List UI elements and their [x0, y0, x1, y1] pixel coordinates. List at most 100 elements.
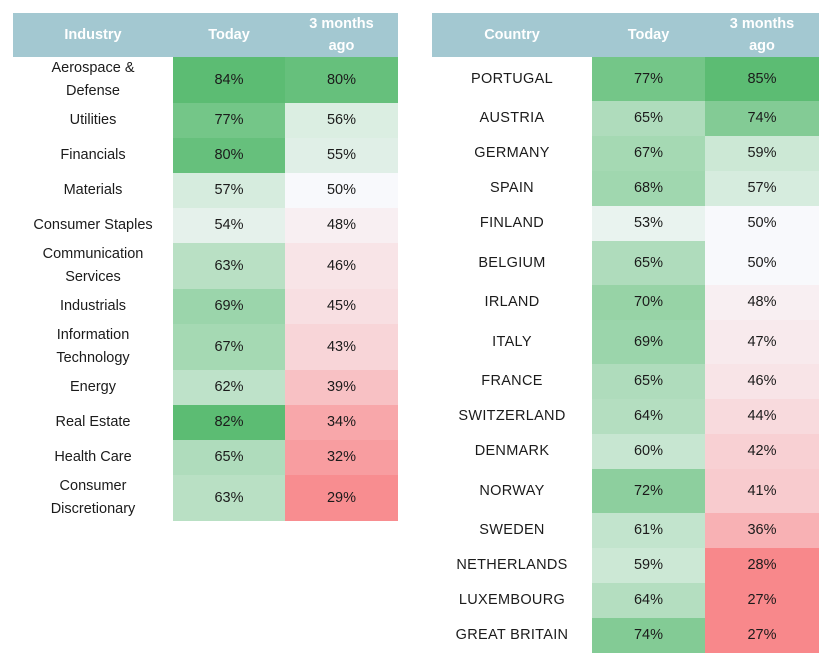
country-label: LUXEMBOURG — [432, 583, 592, 618]
industry-label: Communication Services — [13, 243, 173, 289]
country-table: Country Today 3 months ago PORTUGAL 77% 85… — [432, 13, 819, 653]
industry-row: Energy 62% 39% — [13, 370, 398, 405]
today-value-cell: 67% — [592, 136, 705, 171]
country-row: ITALY 69% 47% — [432, 320, 819, 364]
today-value-cell: 62% — [173, 370, 285, 405]
industry-row: Utilities 77% 56% — [13, 103, 398, 138]
three-months-ago-value-cell: 48% — [285, 208, 398, 243]
industry-label: Utilities — [13, 103, 173, 138]
three-months-ago-value-cell: 50% — [705, 206, 819, 241]
country-row: NORWAY 72% 41% — [432, 469, 819, 513]
industry-row: Health Care 65% 32% — [13, 440, 398, 475]
today-value-cell: 69% — [592, 320, 705, 364]
country-row: BELGIUM 65% 50% — [432, 241, 819, 285]
today-value-cell: 60% — [592, 434, 705, 469]
country-label: ITALY — [432, 320, 592, 364]
country-label: FRANCE — [432, 364, 592, 399]
three-months-ago-value-cell: 47% — [705, 320, 819, 364]
country-row: LUXEMBOURG 64% 27% — [432, 583, 819, 618]
three-months-ago-header: 3 months ago — [285, 13, 398, 57]
three-months-ago-value-cell: 28% — [705, 548, 819, 583]
today-header: Today — [173, 13, 285, 57]
three-months-ago-value-cell: 57% — [705, 171, 819, 206]
country-row: SPAIN 68% 57% — [432, 171, 819, 206]
industry-row: Industrials 69% 45% — [13, 289, 398, 324]
country-row: NETHERLANDS 59% 28% — [432, 548, 819, 583]
industry-label: Health Care — [13, 440, 173, 475]
three-months-ago-value-cell: 27% — [705, 618, 819, 653]
three-months-ago-value-cell: 50% — [705, 241, 819, 285]
country-row: PORTUGAL 77% 85% — [432, 57, 819, 101]
country-label: SPAIN — [432, 171, 592, 206]
three-months-ago-value-cell: 41% — [705, 469, 819, 513]
country-header: Country — [432, 13, 592, 57]
today-value-cell: 57% — [173, 173, 285, 208]
industry-label: Consumer Discretionary — [13, 475, 173, 521]
industry-label: Industrials — [13, 289, 173, 324]
three-months-ago-value-cell: 29% — [285, 475, 398, 521]
industry-row: Financials 80% 55% — [13, 138, 398, 173]
country-label: SWITZERLAND — [432, 399, 592, 434]
country-label: BELGIUM — [432, 241, 592, 285]
industry-row: Information Technology 67% 43% — [13, 324, 398, 370]
country-row: SWITZERLAND 64% 44% — [432, 399, 819, 434]
three-months-ago-value-cell: 44% — [705, 399, 819, 434]
today-value-cell: 65% — [592, 241, 705, 285]
country-label: SWEDEN — [432, 513, 592, 548]
three-months-ago-value-cell: 56% — [285, 103, 398, 138]
country-label: PORTUGAL — [432, 57, 592, 101]
today-value-cell: 69% — [173, 289, 285, 324]
industry-row: Consumer Staples 54% 48% — [13, 208, 398, 243]
three-months-ago-value-cell: 48% — [705, 285, 819, 320]
industry-row: Materials 57% 50% — [13, 173, 398, 208]
industry-header: Industry — [13, 13, 173, 57]
today-value-cell: 70% — [592, 285, 705, 320]
country-row: GERMANY 67% 59% — [432, 136, 819, 171]
today-value-cell: 64% — [592, 583, 705, 618]
three-months-ago-value-cell: 50% — [285, 173, 398, 208]
industry-table: Industry Today 3 months ago Aerospace & … — [13, 13, 398, 521]
country-row: DENMARK 60% 42% — [432, 434, 819, 469]
industry-label: Information Technology — [13, 324, 173, 370]
today-value-cell: 72% — [592, 469, 705, 513]
country-label: NORWAY — [432, 469, 592, 513]
industry-label: Consumer Staples — [13, 208, 173, 243]
today-header: Today — [592, 13, 705, 57]
today-value-cell: 65% — [592, 364, 705, 399]
three-months-ago-value-cell: 59% — [705, 136, 819, 171]
country-label: AUSTRIA — [432, 101, 592, 136]
today-value-cell: 65% — [592, 101, 705, 136]
three-months-ago-value-cell: 43% — [285, 324, 398, 370]
country-label: GREAT BRITAIN — [432, 618, 592, 653]
three-months-ago-value-cell: 32% — [285, 440, 398, 475]
industry-label: Energy — [13, 370, 173, 405]
three-months-ago-header: 3 months ago — [705, 13, 819, 57]
industry-row: Consumer Discretionary 63% 29% — [13, 475, 398, 521]
today-value-cell: 80% — [173, 138, 285, 173]
industry-header-row: Industry Today 3 months ago — [13, 13, 398, 57]
country-label: DENMARK — [432, 434, 592, 469]
three-months-ago-value-cell: 85% — [705, 57, 819, 101]
today-value-cell: 64% — [592, 399, 705, 434]
today-value-cell: 67% — [173, 324, 285, 370]
today-value-cell: 68% — [592, 171, 705, 206]
today-value-cell: 61% — [592, 513, 705, 548]
country-row: SWEDEN 61% 36% — [432, 513, 819, 548]
today-value-cell: 54% — [173, 208, 285, 243]
country-row: AUSTRIA 65% 74% — [432, 101, 819, 136]
three-months-ago-value-cell: 42% — [705, 434, 819, 469]
country-row: FINLAND 53% 50% — [432, 206, 819, 241]
three-months-ago-value-cell: 39% — [285, 370, 398, 405]
country-label: FINLAND — [432, 206, 592, 241]
three-months-ago-value-cell: 34% — [285, 405, 398, 440]
country-label: NETHERLANDS — [432, 548, 592, 583]
today-value-cell: 59% — [592, 548, 705, 583]
three-months-ago-value-cell: 46% — [705, 364, 819, 399]
country-header-row: Country Today 3 months ago — [432, 13, 819, 57]
industry-label: Financials — [13, 138, 173, 173]
country-row: IRLAND 70% 48% — [432, 285, 819, 320]
today-value-cell: 74% — [592, 618, 705, 653]
today-value-cell: 77% — [173, 103, 285, 138]
industry-label: Real Estate — [13, 405, 173, 440]
country-row: FRANCE 65% 46% — [432, 364, 819, 399]
